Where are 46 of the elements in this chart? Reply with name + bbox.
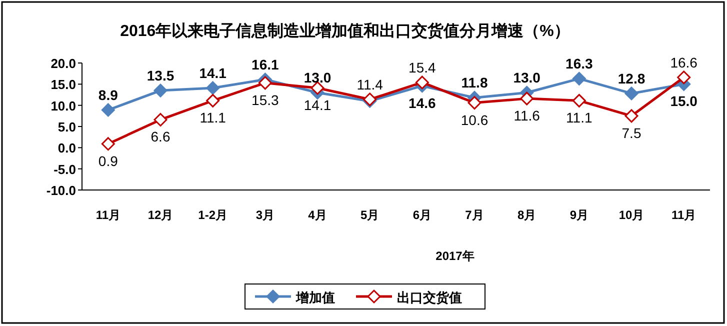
data-label: 11.8 [461,74,488,91]
data-label: 16.3 [566,56,594,72]
data-label: 15.0 [670,93,698,110]
x-tick-label: 11月 [671,208,696,222]
x-tick-label: 4月 [308,208,327,222]
x-tick-label: 5月 [360,208,380,222]
y-tick-label: 10.0 [50,98,76,114]
x-tick-label: 11月 [96,208,121,222]
data-label: 6.6 [150,128,170,145]
data-label: 13.0 [304,70,332,86]
data-label: 8.9 [98,86,118,103]
data-label: 11.1 [200,110,226,126]
chart-title: 2016年以来电子信息制造业增加值和出口交货值分月增速（%） [120,21,570,40]
data-label: 14.1 [199,64,227,81]
x-tick-label: 6月 [412,208,432,222]
data-label: 13.5 [146,68,174,84]
x-tick-label: 3月 [256,208,275,222]
data-label: 15.4 [408,59,436,76]
x-tick-label: 8月 [517,208,536,222]
y-tick-label: 0.0 [58,140,76,156]
data-label: 11.6 [514,108,540,124]
y-tick-label: -10.0 [46,183,76,198]
data-label: 12.8 [618,70,646,86]
data-label: 11.1 [566,110,592,126]
data-label: 15.3 [252,92,280,108]
y-tick-label: 15.0 [50,77,76,92]
x-axis-title: 2017年 [436,249,474,263]
legend-label: 增加值 [295,290,335,305]
x-tick-label: 7月 [465,208,484,222]
data-label: 16.6 [670,54,698,70]
data-label: 14.6 [408,94,436,111]
x-tick-label: 12月 [148,208,174,222]
data-label: 10.6 [460,112,488,128]
data-label: 13.0 [513,70,541,86]
data-label: 0.9 [98,152,118,169]
x-tick-label: 9月 [570,208,589,222]
y-tick-label: -5.0 [54,162,76,177]
data-label: 16.1 [252,56,280,73]
data-label: 14.1 [304,96,332,113]
x-tick-label: 10月 [618,208,644,222]
legend-label: 出口交货值 [397,290,462,305]
data-label: 11.4 [356,76,384,92]
y-tick-label: 20.0 [50,56,76,71]
data-label: 7.5 [622,124,642,141]
x-tick-label: 1-2月 [198,208,228,222]
y-tick-label: 5.0 [58,120,76,134]
